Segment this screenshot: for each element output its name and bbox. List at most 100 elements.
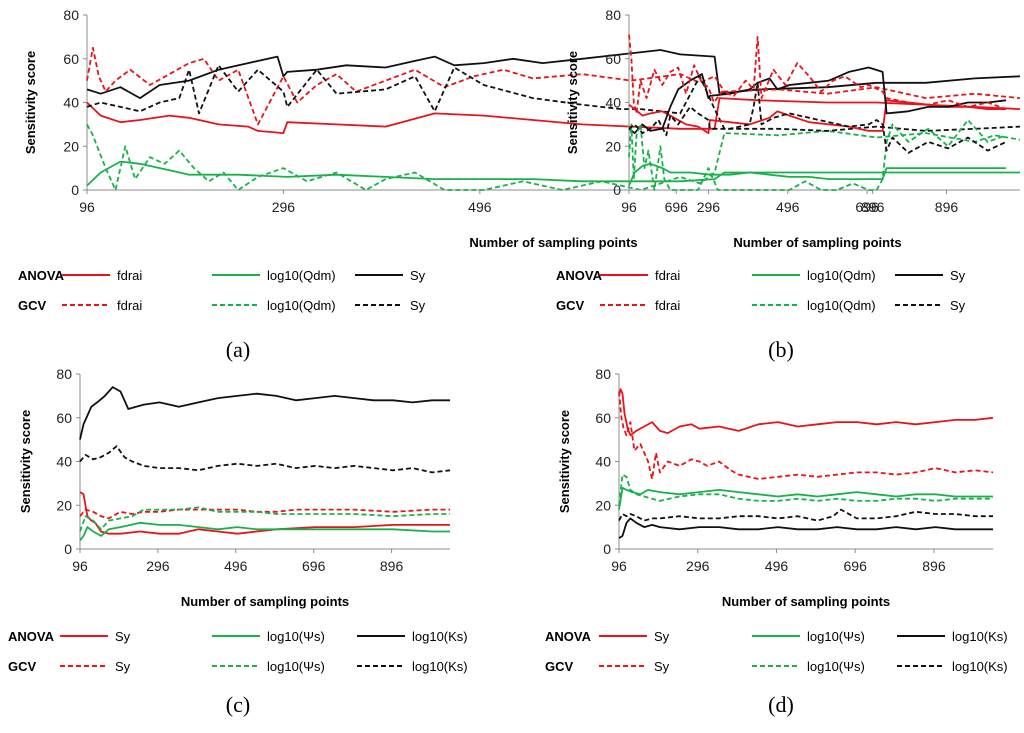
series-gcv-green-dashed (628, 119, 1007, 191)
legend-entry-label: log10(Ks) (412, 659, 468, 674)
y-axis-title: Sensitivity score (565, 51, 580, 154)
x-tick-label: 96 (611, 558, 627, 574)
legend: ANOVA fdrai log10(Qdm) Sy GCV fdrai log10(Qdm)… (18, 268, 426, 313)
x-tick-label: 696 (855, 199, 879, 215)
series-gcv-black-dashed (618, 508, 993, 522)
legend-entry-label: log10(Qdm) (267, 298, 336, 313)
legend-entry-label: log10(Qdm) (807, 268, 876, 283)
x-tick-label: 96 (79, 199, 95, 215)
series-anova-green-solid (628, 162, 1006, 186)
x-tick-label: 696 (665, 199, 689, 215)
y-tick-label: 40 (56, 454, 72, 470)
series-gcv-green-dashed (86, 123, 1021, 191)
series-gcv-red-dashed (618, 391, 994, 480)
y-tick-label: 60 (63, 51, 79, 67)
legend: ANOVA fdrai log10(Qdm) Sy GCV fdrai log10(Qdm)… (556, 268, 966, 313)
series-gcv-black-dashed (79, 445, 451, 474)
legend-entry-label: log10(Ψs) (267, 659, 325, 674)
y-tick-label: 0 (64, 541, 72, 557)
y-tick-label: 80 (595, 366, 611, 382)
legend-method-label: GCV (556, 298, 585, 313)
legend-entry-label: Sy (654, 629, 670, 644)
y-tick-label: 60 (56, 410, 72, 426)
panel-d: 0 20 40 60 80 96 296 496 696 896 Sensitivity score… (545, 366, 1008, 717)
series-anova-red-solid (79, 491, 450, 535)
x-tick-label: 296 (686, 558, 710, 574)
panel-c: 0 20 40 60 80 96 296 496 696 896 Sensitivity score… (8, 366, 468, 717)
series-anova-black-solid (628, 66, 1007, 135)
legend-method-label: GCV (8, 659, 37, 674)
y-axis-title: Sensitivity score (18, 410, 33, 513)
panel-label: (a) (226, 337, 250, 362)
x-tick-label: 896 (922, 558, 946, 574)
y-tick-label: 60 (595, 410, 611, 426)
x-tick-label: 496 (765, 558, 789, 574)
y-tick-label: 40 (595, 454, 611, 470)
legend-entry-label: log10(Ks) (952, 659, 1008, 674)
series-anova-red-solid (86, 97, 1021, 135)
y-tick-label: 0 (71, 182, 79, 198)
y-tick-label: 20 (56, 497, 72, 513)
x-tick-label: 896 (861, 199, 885, 215)
x-tick-label: 896 (380, 558, 404, 574)
x-axis-title: Number of sampling points (733, 235, 901, 250)
legend-entry-label: log10(Ψs) (807, 659, 865, 674)
legend: ANOVA Sy log10(Ψs) log10(Ks) GCV Sy log10(Ψs) l… (545, 629, 1008, 674)
y-tick-label: 20 (595, 497, 611, 513)
series-anova-black-solid (79, 386, 450, 440)
x-tick-label: 896 (935, 199, 959, 215)
x-tick-label: 696 (844, 558, 868, 574)
x-tick-label: 96 (72, 558, 88, 574)
legend-method-label: GCV (545, 659, 574, 674)
legend-entry-label: fdrai (117, 268, 142, 283)
x-tick-label: 296 (697, 199, 721, 215)
x-tick-label: 496 (224, 558, 248, 574)
legend-method-label: ANOVA (556, 268, 603, 283)
panel-label: (b) (768, 337, 794, 362)
y-tick-label: 0 (603, 541, 611, 557)
legend-entry-label: Sy (410, 268, 426, 283)
y-tick-label: 20 (605, 138, 621, 154)
series-gcv-red-dashed (79, 508, 450, 520)
x-tick-label: 296 (272, 199, 296, 215)
legend-method-label: ANOVA (18, 268, 65, 283)
x-axis-title: Number of sampling points (181, 594, 349, 609)
legend-entry-label: fdrai (117, 298, 142, 313)
legend-entry-label: Sy (950, 298, 966, 313)
legend-entry-label: fdrai (655, 298, 680, 313)
y-tick-label: 80 (605, 7, 621, 23)
series-gcv-red-dashed (628, 34, 1007, 115)
x-tick-label: 96 (621, 199, 637, 215)
legend-entry-label: Sy (410, 298, 426, 313)
series-anova-black-solid (86, 49, 1021, 99)
legend-entry-label: log10(Qdm) (807, 298, 876, 313)
series-anova-green-solid (618, 486, 993, 510)
x-tick-label: 496 (776, 199, 800, 215)
series-gcv-green-dashed (79, 506, 450, 532)
legend-method-label: ANOVA (545, 629, 592, 644)
legend-entry-label: log10(Ψs) (807, 629, 865, 644)
y-tick-label: 40 (63, 95, 79, 111)
x-tick-label: 496 (468, 199, 492, 215)
series-anova-green-solid (79, 521, 450, 541)
legend-entry-label: Sy (115, 629, 131, 644)
series-anova-black-solid (618, 517, 993, 539)
y-tick-label: 20 (63, 138, 79, 154)
x-tick-label: 696 (302, 558, 326, 574)
y-tick-label: 80 (63, 7, 79, 23)
legend-method-label: GCV (18, 298, 47, 313)
y-tick-label: 40 (605, 95, 621, 111)
panel-label: (c) (226, 692, 250, 717)
x-tick-label: 296 (146, 558, 170, 574)
x-axis-title: Number of sampling points (469, 235, 637, 250)
y-tick-label: 60 (605, 51, 621, 67)
y-tick-label: 0 (613, 182, 621, 198)
panel-label: (d) (768, 692, 794, 717)
y-axis-title: Sensitivity score (557, 410, 572, 513)
y-axis-title: Sensitivity score (23, 51, 38, 154)
legend-entry-label: fdrai (655, 268, 680, 283)
